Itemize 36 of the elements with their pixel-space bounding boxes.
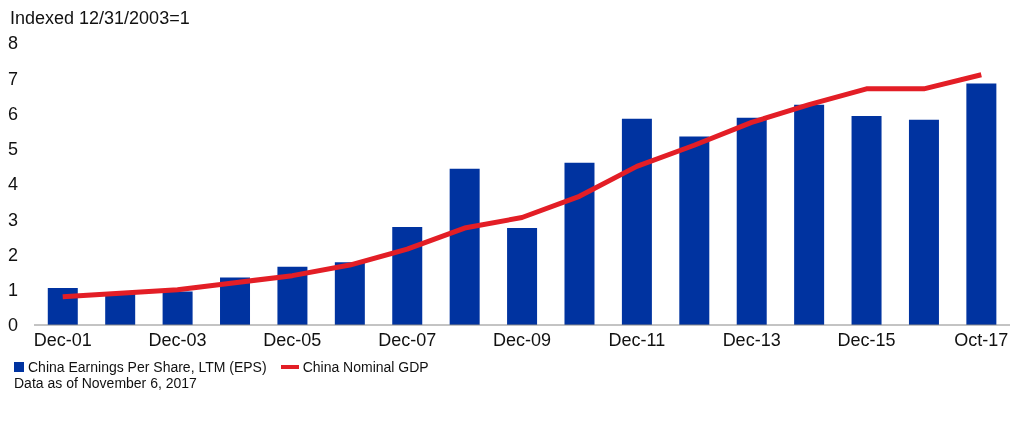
bar [679, 136, 710, 325]
bar [794, 104, 825, 325]
x-tick-label: Dec-07 [378, 329, 437, 350]
bar [736, 117, 767, 325]
bar [564, 162, 595, 325]
bar [449, 168, 480, 325]
bar [621, 118, 652, 325]
y-tick-label: 5 [8, 139, 19, 160]
x-tick-label: Dec-13 [722, 329, 781, 350]
bar [851, 115, 882, 325]
legend-label: China Earnings Per Share, LTM (EPS) [27, 359, 267, 375]
bar [908, 119, 939, 325]
x-tick-label: Dec-15 [837, 329, 896, 350]
x-tick-label: Dec-01 [33, 329, 92, 350]
bar [966, 83, 997, 325]
y-tick-label: 2 [8, 244, 19, 265]
y-tick-label: 1 [8, 280, 19, 301]
x-tick-label: Dec-03 [148, 329, 207, 350]
bar [162, 291, 193, 325]
bar [47, 287, 78, 325]
y-tick-label: 8 [8, 33, 19, 54]
y-tick-label: 0 [8, 315, 19, 336]
x-tick-label: Dec-11 [608, 329, 666, 350]
legend-label: China Nominal GDP [301, 359, 429, 375]
x-tick-label: Dec-05 [263, 329, 322, 350]
bar [334, 262, 365, 325]
y-tick-label: 3 [8, 209, 19, 230]
y-axis-title: Indexed 12/31/2003=1 [10, 8, 191, 29]
y-tick-label: 6 [8, 103, 19, 124]
y-tick-label: 4 [8, 174, 19, 195]
y-tick-label: 7 [8, 68, 19, 89]
x-tick-label: Oct-17 [954, 329, 1009, 350]
text: Data as of November 6, 2017 [14, 375, 198, 391]
bar [392, 227, 423, 325]
x-tick-label: Dec-09 [492, 329, 552, 350]
bar [507, 228, 538, 325]
